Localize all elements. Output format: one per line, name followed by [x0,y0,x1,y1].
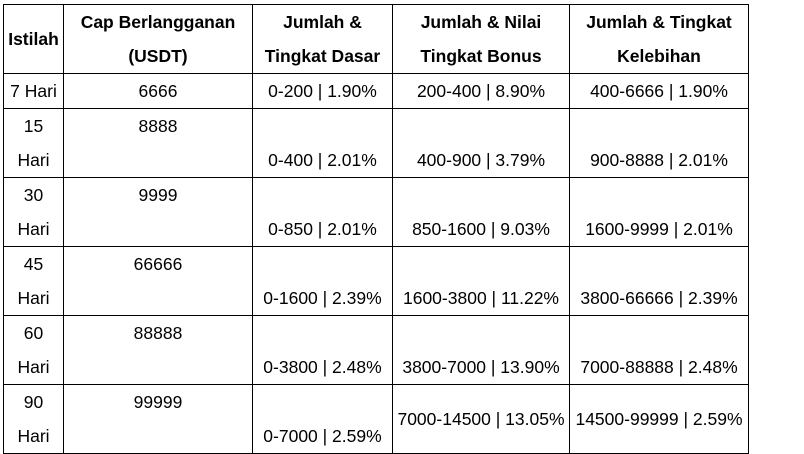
cell-term: 45 Hari [3,246,64,316]
cell-cap: 9999 [63,177,253,247]
table-row: 90 Hari 99999 0-7000 | 2.59% 7000-14500 … [3,384,749,454]
table-row: 7 Hari 6666 0-200 | 1.90% 200-400 | 8.90… [3,73,749,109]
header-excess: Jumlah & Tingkat Kelebihan [569,4,749,74]
cell-base: 0-400 | 2.01% [252,108,393,178]
cell-bonus: 200-400 | 8.90% [392,73,570,109]
header-base: Jumlah & Tingkat Dasar [252,4,393,74]
cell-bonus: 850-1600 | 9.03% [392,177,570,247]
cell-term: 30 Hari [3,177,64,247]
cell-term: 60 Hari [3,315,64,385]
cell-cap: 66666 [63,246,253,316]
cell-cap: 99999 [63,384,253,454]
cell-bonus: 7000-14500 | 13.05% [392,384,570,454]
cell-base: 0-1600 | 2.39% [252,246,393,316]
subscription-rate-table: Istilah Cap Berlangganan (USDT) Jumlah &… [3,4,749,454]
cell-base: 0-7000 | 2.59% [252,384,393,454]
cell-term: 90 Hari [3,384,64,454]
cell-cap: 6666 [63,73,253,109]
cell-excess: 900-8888 | 2.01% [569,108,749,178]
cell-excess: 400-6666 | 1.90% [569,73,749,109]
cell-excess: 1600-9999 | 2.01% [569,177,749,247]
cell-excess: 7000-88888 | 2.48% [569,315,749,385]
table-row: 30 Hari 9999 0-850 | 2.01% 850-1600 | 9.… [3,177,749,247]
cell-base: 0-3800 | 2.48% [252,315,393,385]
table-header-row: Istilah Cap Berlangganan (USDT) Jumlah &… [3,4,749,74]
cell-term: 7 Hari [3,73,64,109]
cell-base: 0-850 | 2.01% [252,177,393,247]
cell-base: 0-200 | 1.90% [252,73,393,109]
table-row: 60 Hari 88888 0-3800 | 2.48% 3800-7000 |… [3,315,749,385]
table-row: 45 Hari 66666 0-1600 | 2.39% 1600-3800 |… [3,246,749,316]
cell-term: 15 Hari [3,108,64,178]
cell-excess: 14500-99999 | 2.59% [569,384,749,454]
cell-bonus: 1600-3800 | 11.22% [392,246,570,316]
header-bonus: Jumlah & Nilai Tingkat Bonus [392,4,570,74]
cell-bonus: 400-900 | 3.79% [392,108,570,178]
cell-bonus: 3800-7000 | 13.90% [392,315,570,385]
cell-excess: 3800-66666 | 2.39% [569,246,749,316]
header-term: Istilah [3,4,64,74]
header-cap: Cap Berlangganan (USDT) [63,4,253,74]
cell-cap: 88888 [63,315,253,385]
table-row: 15 Hari 8888 0-400 | 2.01% 400-900 | 3.7… [3,108,749,178]
cell-cap: 8888 [63,108,253,178]
